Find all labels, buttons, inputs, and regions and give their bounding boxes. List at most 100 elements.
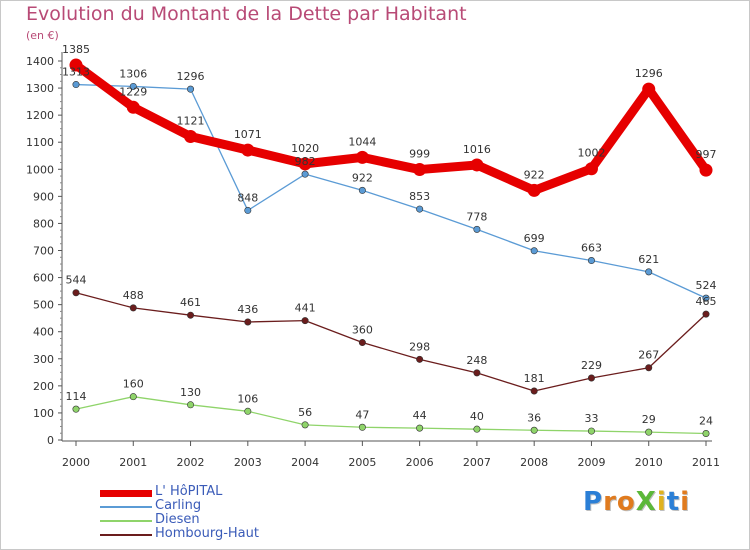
data-label: 1229 [119,85,147,98]
data-label: 47 [355,408,369,421]
data-label: 982 [295,155,316,168]
y-tick-label: 900 [33,190,54,203]
data-label: 360 [352,324,373,337]
data-point [187,401,195,409]
data-label: 663 [581,242,602,255]
data-point [244,407,252,415]
proxiti-logo: ProXiti [583,487,690,517]
y-tick-label: 1100 [26,136,54,149]
legend-swatch [100,506,152,508]
y-tick-label: 800 [33,217,54,230]
data-point [355,150,369,164]
legend-label: L' HôPITAL [155,484,223,499]
legend-item: L' HôPITAL [100,484,360,500]
legend-item: Diesen [100,512,360,528]
legend-label: Carling [155,498,202,513]
data-label: 441 [295,302,316,315]
data-point [358,423,366,431]
data-label: 465 [696,295,717,308]
x-tick-label: 2010 [635,456,663,469]
x-tick-label: 2001 [119,456,147,469]
data-label: 922 [524,168,545,181]
data-label: 40 [470,410,484,423]
y-tick-label: 0 [47,434,54,447]
chart-legend: L' HôPITAL Carling Diesen Hombourg-Haut [100,484,360,542]
data-label: 160 [123,378,144,391]
data-point [301,170,309,178]
y-tick-label: 400 [33,326,54,339]
data-point [642,82,656,96]
data-point [126,100,140,114]
data-label: 24 [699,415,713,428]
chart-subtitle: (en €) [26,29,59,42]
y-tick-label: 300 [33,353,54,366]
data-label: 488 [123,289,144,302]
data-point [645,428,653,436]
x-tick-label: 2005 [348,456,376,469]
x-tick-label: 2000 [62,456,90,469]
logo-letter: P [583,487,604,517]
data-label: 1016 [463,143,491,156]
data-label: 1044 [348,135,376,148]
series-line [75,396,707,435]
x-tick-label: 2002 [177,456,205,469]
data-label: 1121 [177,115,205,128]
series-line [73,61,710,195]
data-point [530,426,538,434]
y-tick-label: 100 [33,407,54,420]
data-label: 1296 [635,67,663,80]
data-label: 778 [466,210,487,223]
data-point [702,430,710,438]
logo-letter: X [635,487,657,517]
data-label: 997 [696,148,717,161]
data-point [72,289,80,297]
data-point [244,206,252,214]
data-label: 33 [584,412,598,425]
y-tick-label: 200 [33,380,54,393]
x-tick-label: 2007 [463,456,491,469]
data-label: 922 [352,171,373,184]
data-point [702,294,710,302]
y-tick-label: 500 [33,299,54,312]
y-tick-label: 600 [33,272,54,285]
x-tick-label: 2003 [234,456,262,469]
data-label: 544 [66,274,87,287]
legend-swatch [100,520,152,522]
data-label: 999 [409,148,430,161]
data-label: 621 [638,253,659,266]
data-label: 524 [696,279,717,292]
data-point [587,257,595,265]
legend-item: Hombourg-Haut [100,526,360,542]
data-point [301,421,309,429]
y-tick-label: 1000 [26,163,54,176]
x-tick-label: 2006 [406,456,434,469]
data-point [584,162,598,176]
x-tick-label: 2008 [520,456,548,469]
legend-label: Hombourg-Haut [155,526,259,541]
data-label: 181 [524,372,545,385]
logo-letter: i [680,487,691,517]
data-point [470,158,484,172]
data-label: 1385 [62,43,90,56]
data-label: 461 [180,296,201,309]
data-point [645,268,653,276]
legend-swatch [100,534,152,536]
data-point [416,424,424,432]
y-tick-label: 1200 [26,109,54,122]
data-point [413,163,427,177]
data-label: 29 [642,413,656,426]
y-tick-label: 700 [33,245,54,258]
data-label: 699 [524,232,545,245]
data-point [416,355,424,363]
data-point [645,364,653,372]
data-point [587,374,595,382]
data-label: 853 [409,190,430,203]
data-point [241,143,255,157]
x-tick-label: 2011 [692,456,720,469]
data-label: 36 [527,411,541,424]
data-point [473,425,481,433]
logo-letter: i [656,487,667,517]
data-point [129,393,137,401]
y-tick-label: 1300 [26,82,54,95]
